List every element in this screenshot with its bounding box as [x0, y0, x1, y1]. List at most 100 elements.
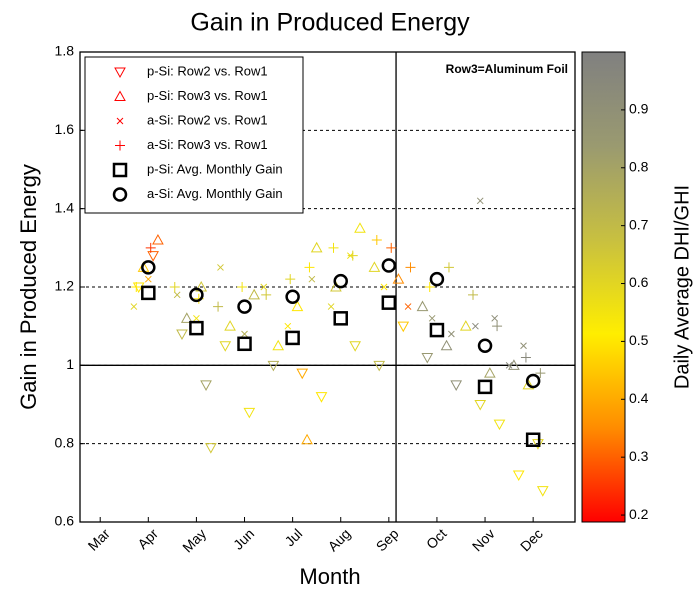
data-point [349, 341, 362, 352]
data-point [193, 314, 200, 322]
legend-box [84, 56, 304, 214]
data-point [145, 242, 156, 253]
data-point [301, 433, 313, 445]
y-tick-label: 1.4 [55, 199, 75, 215]
data-point [261, 289, 272, 300]
data-point [328, 242, 339, 253]
data-point [354, 222, 366, 233]
data-point [260, 283, 268, 291]
data-point [381, 295, 397, 310]
data-point [459, 320, 472, 331]
data-point [141, 260, 156, 275]
data-point [492, 321, 503, 332]
data-point [217, 264, 224, 271]
legend-label: p-Si: Avg. Monthly Gain [147, 161, 283, 176]
data-point [373, 360, 386, 372]
colorbar-tick-label: 0.6 [629, 274, 649, 290]
data-point [267, 360, 280, 372]
data-point [204, 443, 217, 454]
plot-frame [79, 51, 576, 523]
data-point [429, 271, 445, 287]
data-point [130, 303, 138, 310]
data-point [448, 330, 455, 338]
data-point [237, 336, 252, 352]
data-point [428, 314, 436, 322]
data-point [416, 300, 429, 312]
data-point [525, 432, 541, 447]
data-point [421, 353, 434, 364]
data-point [397, 321, 410, 333]
colorbar-tick-label: 0.4 [629, 390, 649, 406]
x-axis-label: Month [299, 564, 360, 589]
data-point [443, 262, 454, 273]
data-point [219, 341, 232, 352]
x-tick-label: Oct [423, 525, 450, 552]
legend-marker [114, 90, 126, 101]
data-point [477, 379, 493, 395]
y-tick-label: 1.8 [55, 43, 75, 59]
data-point [484, 367, 496, 378]
data-point [508, 359, 520, 370]
colorbar-tick-label: 0.8 [629, 158, 649, 174]
colorbar-tick-label: 0.5 [629, 332, 649, 348]
data-point [512, 470, 525, 482]
data-point [237, 299, 252, 314]
data-point [450, 380, 463, 391]
data-point [380, 283, 388, 291]
data-point [536, 486, 549, 497]
data-point [152, 233, 164, 245]
data-point [189, 320, 204, 336]
y-axis-label: Gain in Produced Energy [16, 164, 41, 410]
legend-marker [115, 140, 125, 151]
data-point [241, 330, 248, 338]
data-point [248, 288, 260, 300]
colorbar-tick-label: 0.3 [629, 448, 649, 464]
colorbar-tick-label: 0.9 [629, 101, 649, 117]
x-tick-label: Jun [230, 525, 257, 552]
data-point [371, 235, 382, 245]
data-point [327, 303, 335, 310]
data-point [440, 339, 453, 351]
data-point [243, 407, 256, 419]
legend-label: a-Si: Row3 vs. Row1 [147, 137, 268, 152]
x-tick-label: Apr [134, 525, 161, 552]
data-point [272, 339, 285, 351]
data-point [213, 301, 224, 312]
data-point [404, 303, 412, 310]
x-tick-label: Dec [517, 525, 546, 554]
data-point [333, 273, 348, 289]
x-tick-label: Mar [85, 525, 114, 554]
data-point [405, 262, 416, 273]
data-point [333, 311, 348, 326]
data-point [304, 262, 315, 273]
colorbar-tick-label: 0.7 [629, 216, 649, 232]
legend-label: a-Si: Avg. Monthly Gain [147, 186, 283, 201]
colorbar [581, 51, 626, 523]
data-point [176, 329, 188, 341]
data-point [386, 242, 397, 253]
y-tick-label: 1.2 [55, 278, 75, 294]
data-point [476, 197, 484, 205]
data-point [493, 419, 506, 431]
legend-label: p-Si: Row2 vs. Row1 [147, 63, 268, 78]
legend-marker [114, 67, 126, 79]
legend-marker [112, 187, 128, 202]
data-point [284, 322, 292, 330]
data-point [310, 241, 323, 253]
data-point [180, 312, 193, 323]
data-point [141, 285, 156, 301]
data-point [315, 392, 328, 403]
data-point [491, 314, 499, 322]
x-tick-label: May [179, 525, 209, 555]
data-point [224, 320, 236, 331]
y-tick-label: 0.6 [55, 513, 75, 529]
data-point [147, 251, 159, 262]
data-point [472, 322, 479, 330]
data-point [535, 368, 546, 379]
y-tick-label: 0.8 [55, 434, 75, 450]
data-point [285, 274, 296, 285]
data-point [200, 380, 212, 391]
x-tick-label: Aug [325, 525, 354, 554]
data-point [285, 289, 300, 305]
